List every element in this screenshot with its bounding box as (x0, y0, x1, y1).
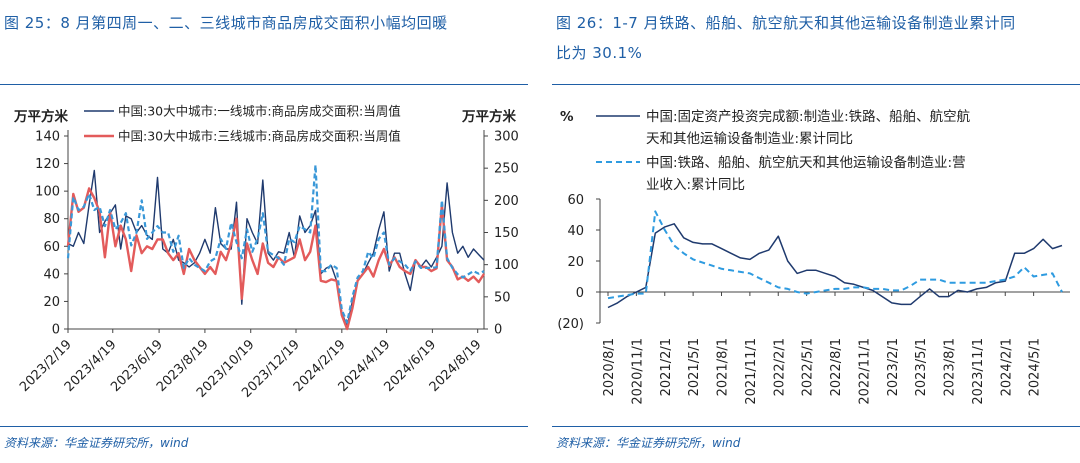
right-ytick-label: 0 (576, 286, 584, 301)
right-ytick-label: 0 (494, 323, 502, 338)
right-xtick-label: 2022/11/1 (857, 338, 872, 405)
right-legend-label-2-1: 中国:铁路、船舶、航空航天和其他运输设备制造业:营 (646, 154, 966, 171)
right-xtick-label: 2023/11/1 (971, 338, 986, 405)
left-legend-label-2: 中国:30大中城市:三线城市:商品房成交面积:当周值 (118, 129, 401, 144)
right-source: 资料来源：华金证券研究所，wind (556, 436, 741, 450)
left-series-line-2 (66, 187, 486, 331)
right-chart: % 中国:固定资产投资完成额:制造业:铁路、船舶、航空航天和其他运输设备制造业:累… (557, 109, 1070, 405)
left-ytick-label: 0 (52, 323, 60, 338)
right-figure-title: 图 26：1-7 月铁路、船舶、航空航天和其他运输设备制造业累计同 比为 30.… (556, 8, 1016, 68)
right-xtick-label: 2023/8/1 (943, 338, 958, 396)
right-xtick-label: 2022/2/1 (772, 338, 787, 396)
right-bottom-rule (552, 426, 1080, 427)
right-xtick-label: 2021/2/1 (659, 338, 674, 396)
right-series-line-2 (607, 210, 1063, 300)
left-ytick-label: 60 (43, 240, 60, 255)
left-series-line-3 (66, 163, 485, 324)
right-ytick-label: 300 (494, 130, 519, 145)
right-ytick-label: 20 (567, 255, 584, 270)
left-axis-unit-left: 万平方米 (13, 108, 68, 125)
right-axis-unit: % (560, 109, 574, 125)
left-bottom-rule (0, 426, 528, 427)
right-xtick-label: 2023/5/1 (914, 338, 929, 396)
left-figure-title: 图 25：8 月第四周一、二、三线城市商品房成交面积小幅均回暖 (4, 8, 448, 38)
left-chart: 万平方米 万平方米 0 20 40 60 80 100 120 140 0 50 100 150 200 25… (13, 104, 519, 401)
left-ytick-label: 120 (35, 157, 60, 172)
left-figure-panel: 图 25：8 月第四周一、二、三线城市商品房成交面积小幅均回暖 万平方米 万平方米… (0, 0, 528, 463)
right-title-line1: 图 26：1-7 月铁路、船舶、航空航天和其他运输设备制造业累计同 (556, 14, 1016, 32)
right-xtick-label: 2024/2/1 (999, 338, 1014, 396)
left-source: 资料来源：华金证券研究所，wind (4, 436, 189, 450)
right-xtick-label: 2021/11/1 (744, 338, 759, 405)
right-xtick-label: 2020/11/1 (630, 338, 645, 405)
right-ytick-label: 40 (567, 224, 584, 239)
left-axis-unit-right: 万平方米 (461, 108, 516, 125)
right-legend-label-1-2: 天和其他运输设备制造业:累计同比 (646, 130, 853, 147)
right-xtick-label: 2021/8/1 (716, 338, 731, 396)
right-title-divider (552, 84, 1080, 85)
right-xtick-label: 2022/8/1 (829, 338, 844, 396)
right-series-line-1 (607, 223, 1063, 309)
right-ytick-label: 50 (494, 290, 511, 305)
right-xtick-label: 2024/5/1 (1028, 338, 1043, 396)
left-ytick-label: 140 (35, 130, 60, 145)
right-ytick-label: (20) (557, 317, 584, 332)
right-title-line2: 比为 30.1% (556, 44, 643, 62)
right-ytick-label: 100 (494, 258, 519, 273)
left-title-text: 图 25：8 月第四周一、二、三线城市商品房成交面积小幅均回暖 (4, 14, 448, 32)
right-ytick-label: 200 (494, 194, 519, 209)
left-series-line-1 (67, 169, 485, 327)
left-ytick-label: 80 (43, 212, 60, 227)
left-title-divider (0, 84, 528, 85)
right-legend-label-2-2: 业收入:累计同比 (646, 177, 745, 193)
right-ytick-label: 150 (494, 226, 519, 241)
right-figure-panel: 图 26：1-7 月铁路、船舶、航空航天和其他运输设备制造业累计同 比为 30.… (552, 0, 1080, 463)
right-legend-label-1-1: 中国:固定资产投资完成额:制造业:铁路、船舶、航空航 (646, 109, 971, 125)
right-xtick-label: 2023/2/1 (886, 338, 901, 396)
left-ytick-label: 100 (35, 185, 60, 200)
left-ytick-label: 20 (43, 295, 60, 310)
right-xtick-label: 2021/5/1 (687, 338, 702, 396)
right-xtick-label: 2022/5/1 (801, 338, 816, 396)
right-ytick-label: 250 (494, 162, 519, 177)
right-xtick-label: 2020/8/1 (602, 338, 617, 396)
right-ytick-label: 60 (567, 193, 584, 208)
left-ytick-label: 40 (43, 267, 60, 282)
left-legend-label-1: 中国:30大中城市:一线城市:商品房成交面积:当周值 (118, 104, 401, 119)
